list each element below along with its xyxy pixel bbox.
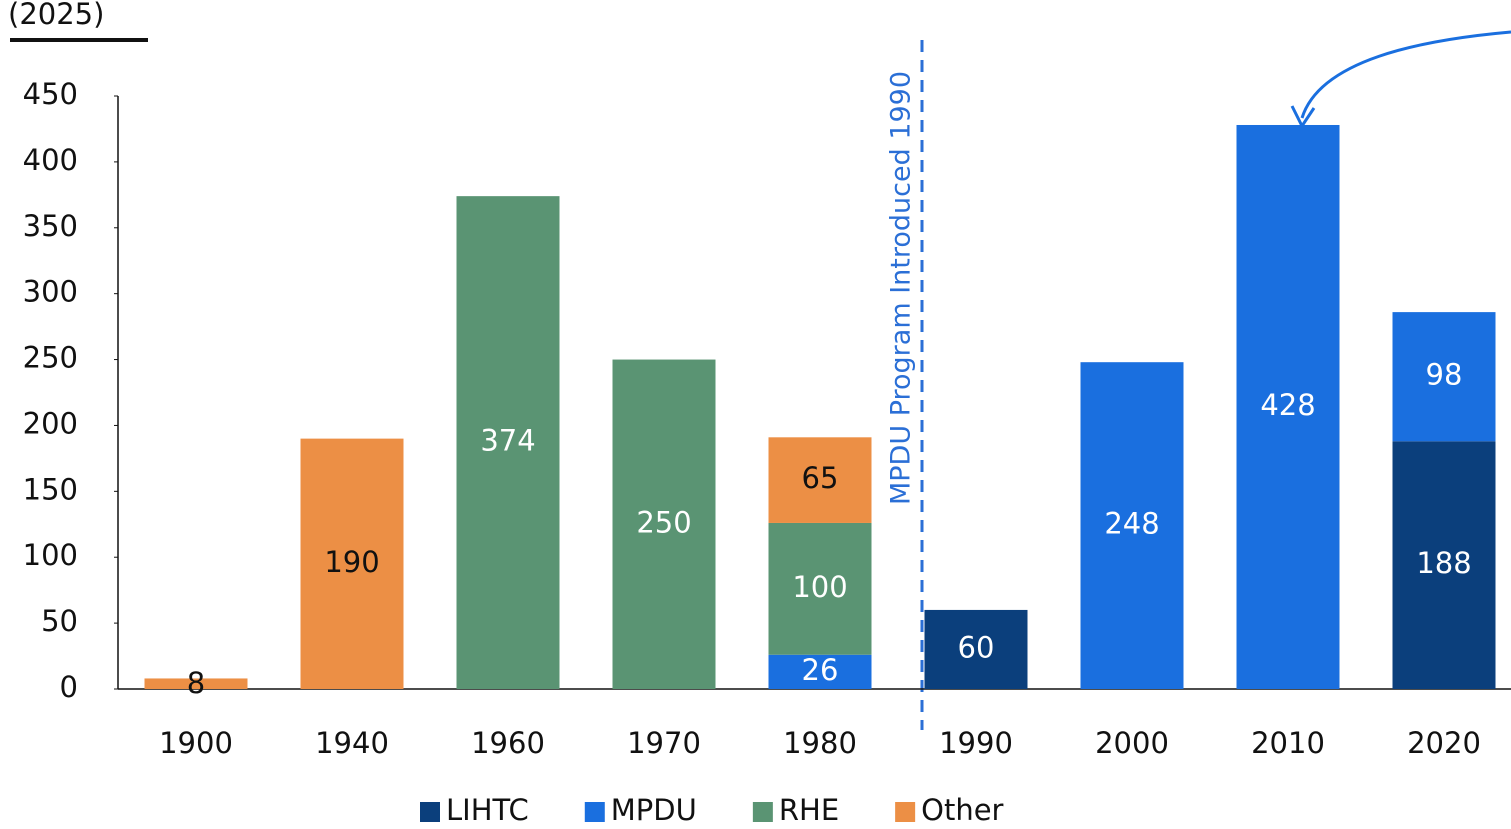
y-tick-label: 300 xyxy=(23,275,78,309)
bar xyxy=(1392,441,1496,689)
y-tick-label: 450 xyxy=(23,77,78,111)
data-label: 8 xyxy=(187,666,205,700)
x-tick-label: 1960 xyxy=(471,726,545,760)
y-tick-label: 150 xyxy=(23,472,78,506)
data-label: 188 xyxy=(1416,546,1471,580)
data-label: 428 xyxy=(1260,388,1315,422)
legend-swatch xyxy=(895,802,916,822)
legend-swatch xyxy=(420,802,440,822)
title-underline xyxy=(10,38,148,42)
x-tick-label: 1980 xyxy=(783,726,857,760)
data-label: 60 xyxy=(958,630,995,664)
x-tick-label: 1900 xyxy=(159,726,233,760)
legend-label: Other xyxy=(921,793,1003,827)
x-tick-label: 2010 xyxy=(1251,726,1325,760)
data-label: 374 xyxy=(480,424,535,458)
bar xyxy=(1392,312,1496,442)
bar xyxy=(768,522,872,655)
data-label: 248 xyxy=(1104,507,1159,541)
bar xyxy=(300,438,404,689)
bar xyxy=(144,678,248,689)
bar xyxy=(768,437,872,523)
data-label: 100 xyxy=(792,570,847,604)
legend-label: MPDU xyxy=(611,793,697,827)
data-label: 98 xyxy=(1426,358,1463,392)
x-tick-label: 1940 xyxy=(315,726,389,760)
legend-swatch xyxy=(584,802,605,822)
bar xyxy=(1080,362,1184,689)
chart-title: (2025) xyxy=(8,0,104,31)
data-label: 250 xyxy=(636,505,691,539)
x-tick-label: 2020 xyxy=(1407,726,1481,760)
y-tick-label: 350 xyxy=(23,209,78,243)
x-tick-label: 2000 xyxy=(1095,726,1169,760)
y-tick-label: 50 xyxy=(41,604,78,638)
bar xyxy=(456,196,560,689)
legend-label: LIHTC xyxy=(446,793,529,827)
data-label: 65 xyxy=(802,461,839,495)
bar xyxy=(1236,124,1340,690)
y-tick-label: 0 xyxy=(60,670,78,704)
bar xyxy=(768,654,872,689)
y-tick-label: 200 xyxy=(23,406,78,440)
y-tick-label: 100 xyxy=(23,538,78,572)
x-tick-label: 1970 xyxy=(627,726,701,760)
arrow xyxy=(1300,30,1511,119)
data-label: 190 xyxy=(324,545,379,579)
y-tick-label: 400 xyxy=(23,143,78,177)
legend-label: RHE xyxy=(779,793,839,827)
data-label: 26 xyxy=(802,653,839,687)
annotation: MPDU Program Introduced 1990 xyxy=(886,71,917,505)
bar xyxy=(612,359,716,689)
y-tick-label: 250 xyxy=(23,341,78,375)
bar xyxy=(924,609,1028,689)
legend-swatch xyxy=(752,802,773,822)
x-tick-label: 1990 xyxy=(939,726,1013,760)
